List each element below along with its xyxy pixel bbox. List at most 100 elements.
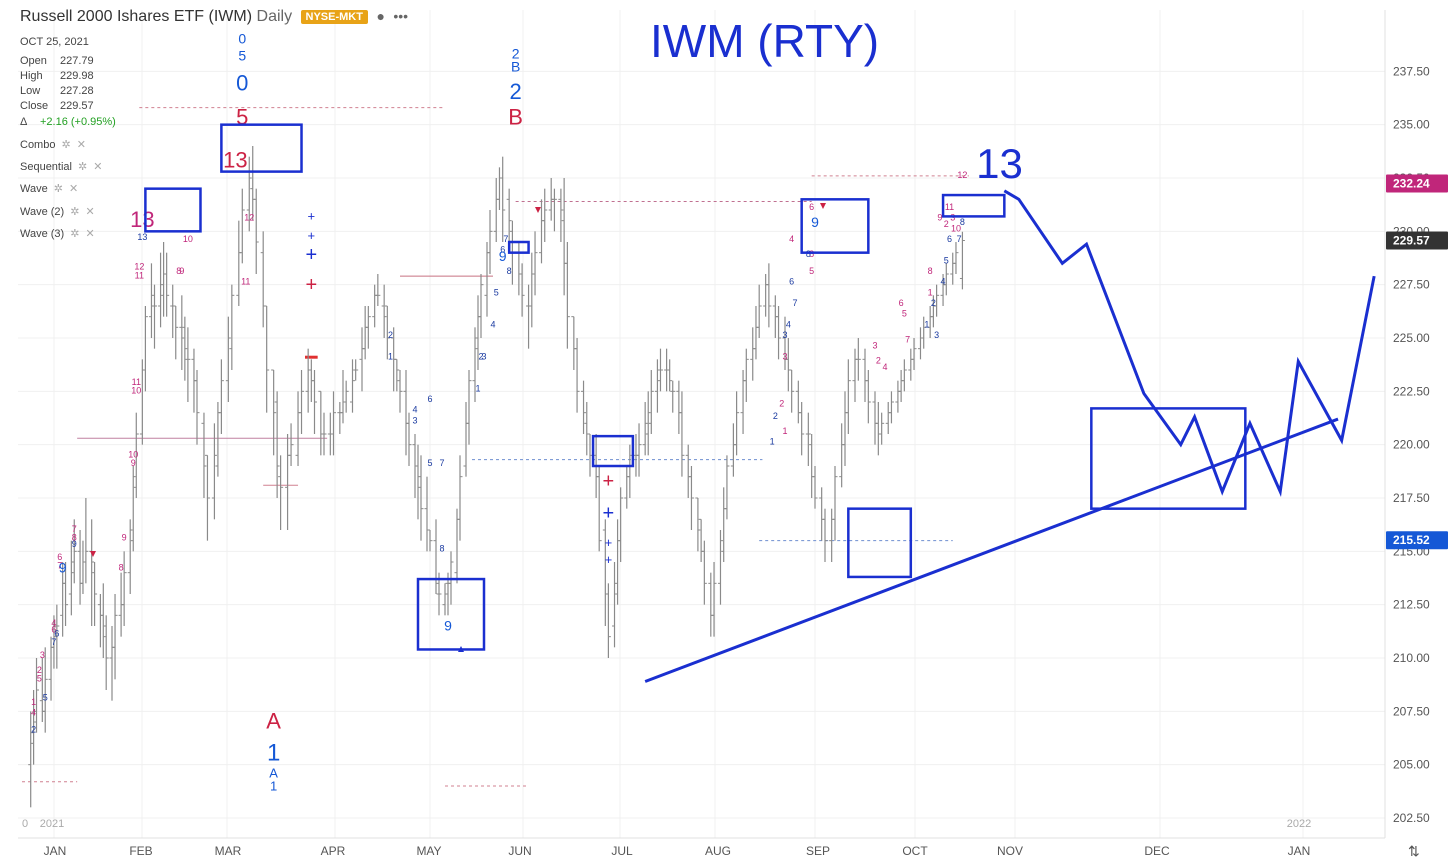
indicator-sequential[interactable]: Sequential ✲ ✕ — [20, 160, 102, 173]
wave-annotation: + — [605, 552, 613, 567]
x-tick-label: JUL — [611, 844, 633, 858]
wave-annotation: 9 — [811, 214, 819, 230]
td-count-label: 4 — [882, 362, 887, 372]
td-count-label: 12 — [134, 262, 144, 272]
wave-annotation: 1 — [270, 778, 277, 793]
td-count-label: 4 — [412, 405, 417, 415]
ohlc-low-label: Low — [20, 85, 41, 97]
close-icon[interactable]: ✕ — [76, 139, 86, 151]
annotation-box — [144, 187, 202, 233]
x-tick-label: JAN — [1288, 844, 1311, 858]
wave-annotation: 13 — [130, 207, 154, 232]
td-count-label: 9 — [131, 458, 136, 468]
gear-icon[interactable]: ✲ — [70, 228, 80, 240]
interval-label[interactable]: Daily — [256, 8, 293, 25]
ohlc-change-value: +2.16 (+0.95%) — [40, 116, 116, 128]
td-count-label: 9 — [122, 533, 127, 543]
close-icon[interactable]: ✕ — [85, 206, 95, 218]
ohlc-close-label: Close — [20, 100, 49, 112]
y-tick-label: 220.00 — [1393, 438, 1430, 452]
sell-signal-triangle — [820, 203, 826, 209]
annotation-box — [800, 198, 870, 254]
td-count-label: 7 — [439, 458, 444, 468]
annotation-box — [1090, 407, 1247, 510]
wave-annotation: 5 — [238, 48, 246, 64]
gear-icon[interactable]: ✲ — [61, 139, 71, 151]
td-count-label: 3 — [950, 213, 955, 223]
td-count-label: 4 — [786, 319, 791, 329]
td-count-label: 3 — [481, 351, 486, 361]
wave-annotation: 9 — [59, 560, 67, 576]
year-label: 2021 — [40, 818, 64, 830]
trendline — [644, 417, 1339, 683]
td-count-label: 10 — [183, 234, 193, 244]
td-count-label: 12 — [957, 170, 967, 180]
td-count-label: 2 — [779, 398, 784, 408]
gear-icon[interactable]: ✲ — [53, 183, 63, 195]
y-tick-label: 225.00 — [1393, 331, 1430, 345]
x-tick-label: DEC — [1144, 844, 1170, 858]
ohlc-high-label: High — [20, 70, 43, 82]
td-count-label: 6 — [947, 234, 952, 244]
wave-annotation: 9 — [499, 248, 507, 264]
td-count-label: 2 — [478, 351, 483, 361]
ohlc-high: High 229.98 — [20, 70, 94, 82]
ohlc-low-value: 227.28 — [60, 85, 94, 97]
year-label-fragment: 0 — [22, 818, 28, 830]
wave-annotation: 13 — [223, 147, 247, 172]
indicator-wave-2[interactable]: Wave (2) ✲ ✕ — [20, 205, 95, 218]
x-tick-label: NOV — [997, 844, 1023, 858]
td-count-label: 5 — [944, 255, 949, 265]
td-count-label: 3 — [872, 341, 877, 351]
td-count-label: 7 — [905, 334, 910, 344]
td-count-label: 1 — [782, 426, 787, 436]
td-count-label: 1 — [770, 437, 775, 447]
close-icon[interactable]: ✕ — [93, 161, 103, 173]
wave-annotation: + — [605, 535, 613, 550]
wave-annotation: 9 — [444, 617, 452, 633]
wave-annotation: B — [508, 105, 523, 130]
y-tick-label: 235.00 — [1393, 118, 1430, 132]
td-count-label: 9 — [179, 266, 184, 276]
wave-annotation: + — [305, 244, 317, 266]
td-count-label: 6 — [57, 552, 62, 562]
ohlc-open: Open 227.79 — [20, 55, 94, 67]
gear-icon[interactable]: ✲ — [70, 206, 80, 218]
y-tick-label: 210.00 — [1393, 651, 1430, 665]
sort-arrows-icon[interactable]: ⇅ — [1408, 843, 1420, 859]
indicator-wave-label: Wave — [20, 183, 48, 195]
close-icon[interactable]: ✕ — [85, 228, 95, 240]
buy-signal-triangle — [458, 646, 464, 652]
y-tick-label: 217.50 — [1393, 491, 1430, 505]
td-count-label: 4 — [789, 234, 794, 244]
annotation-box — [847, 507, 913, 579]
ohlc-high-value: 229.98 — [60, 70, 94, 82]
td-count-label: 4 — [941, 277, 946, 287]
x-tick-label: AUG — [705, 844, 731, 858]
ohlc-change-label: Δ — [20, 116, 28, 128]
y-tick-label: 205.00 — [1393, 758, 1430, 772]
td-count-label: 7 — [72, 524, 77, 534]
more-menu-icon[interactable]: ••• — [393, 8, 409, 24]
td-count-label: 10 — [951, 223, 961, 233]
year-label: 2022 — [1287, 818, 1311, 830]
td-count-label: 5 — [427, 458, 432, 468]
gear-icon[interactable]: ✲ — [78, 161, 88, 173]
indicator-combo[interactable]: Combo ✲ ✕ — [20, 138, 86, 151]
ohlc-change: Δ +2.16 (+0.95%) — [20, 116, 116, 128]
indicator-wave[interactable]: Wave ✲ ✕ — [20, 182, 78, 195]
y-tick-label: 237.50 — [1393, 64, 1430, 78]
y-tick-label: 227.50 — [1393, 278, 1430, 292]
indicator-wave-3[interactable]: Wave (3) ✲ ✕ — [20, 227, 95, 240]
td-count-label: 2 — [931, 298, 936, 308]
td-count-label: 2 — [773, 411, 778, 421]
wave-annotation: 1 — [267, 739, 280, 766]
y-tick-label: 207.50 — [1393, 704, 1430, 718]
price-tag — [1386, 531, 1448, 550]
price-tag-label: 229.57 — [1393, 234, 1430, 248]
close-icon[interactable]: ✕ — [68, 183, 79, 195]
td-count-label: 7 — [503, 234, 508, 244]
td-count-label: 6 — [809, 202, 814, 212]
exchange-badge: NYSE-MKT — [300, 9, 368, 24]
